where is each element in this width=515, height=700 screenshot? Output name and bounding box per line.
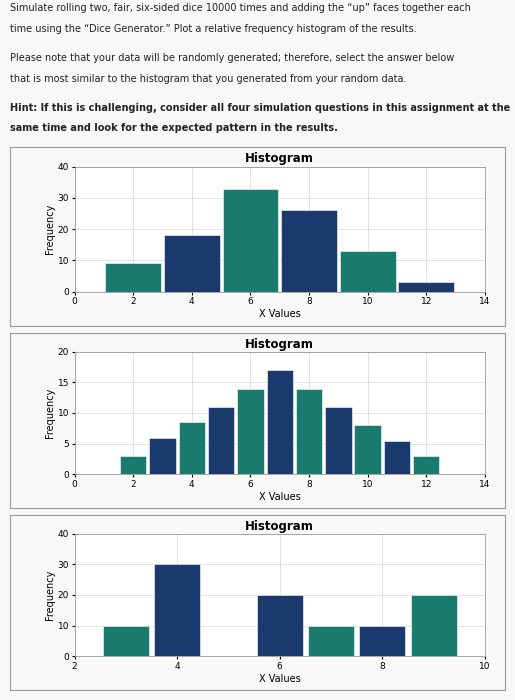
Title: Histogram: Histogram [245, 519, 314, 533]
Text: time using the “Dice Generator.” Plot a relative frequency histogram of the resu: time using the “Dice Generator.” Plot a … [10, 24, 417, 34]
Bar [208, 407, 234, 475]
Text: that is most similar to the histogram that you generated from your random data.: that is most similar to the histogram th… [10, 74, 407, 83]
Bar [281, 211, 337, 292]
Bar [237, 389, 264, 475]
Bar [179, 422, 205, 475]
Text: Simulate rolling two, fair, six-sided dice 10000 times and adding the “up” faces: Simulate rolling two, fair, six-sided di… [10, 4, 471, 13]
Bar [120, 456, 146, 475]
Text: Hint: If this is challenging, consider all four simulation questions in this ass: Hint: If this is challenging, consider a… [10, 103, 510, 113]
Bar [103, 626, 149, 657]
Title: Histogram: Histogram [245, 337, 314, 351]
Bar [410, 595, 457, 657]
Bar [325, 407, 352, 475]
Bar [296, 389, 322, 475]
Bar [354, 425, 381, 475]
Bar [384, 440, 410, 475]
Bar [413, 456, 439, 475]
X-axis label: X Values: X Values [259, 309, 301, 319]
Bar [154, 564, 200, 657]
Bar [106, 263, 161, 292]
Bar [399, 282, 454, 292]
Bar [149, 438, 176, 475]
Bar [164, 235, 220, 292]
X-axis label: X Values: X Values [259, 491, 301, 502]
Y-axis label: Frequency: Frequency [45, 570, 55, 620]
Text: same time and look for the expected pattern in the results.: same time and look for the expected patt… [10, 123, 338, 133]
Text: Please note that your data will be randomly generated; therefore, select the ans: Please note that your data will be rando… [10, 53, 455, 63]
Title: Histogram: Histogram [245, 153, 314, 165]
Y-axis label: Frequency: Frequency [45, 388, 55, 438]
Bar [359, 626, 405, 657]
X-axis label: X Values: X Values [259, 673, 301, 684]
Y-axis label: Frequency: Frequency [45, 204, 55, 254]
Bar [340, 251, 396, 292]
Bar [267, 370, 293, 475]
Bar [222, 188, 278, 292]
Bar [256, 595, 303, 657]
Bar [308, 626, 354, 657]
